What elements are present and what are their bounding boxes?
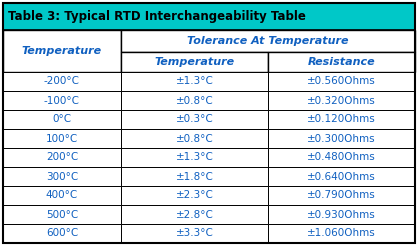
Text: ±0.560Ohms: ±0.560Ohms	[307, 77, 376, 87]
Text: ±0.930Ohms: ±0.930Ohms	[307, 210, 376, 219]
Text: ±2.8°C: ±2.8°C	[176, 210, 214, 219]
Bar	[268, 129, 415, 148]
Bar	[3, 205, 121, 224]
Text: Table 3: Typical RTD Interchangeability Table: Table 3: Typical RTD Interchangeability …	[8, 10, 306, 23]
Bar	[121, 224, 268, 243]
Text: ±0.300Ohms: ±0.300Ohms	[307, 134, 376, 143]
Bar	[3, 148, 121, 167]
Bar	[3, 129, 121, 148]
Bar	[268, 167, 415, 186]
Text: ±0.3°C: ±0.3°C	[176, 114, 213, 124]
Bar	[3, 91, 121, 110]
Bar	[3, 224, 121, 243]
Text: 100°C: 100°C	[46, 134, 78, 143]
Bar	[121, 129, 268, 148]
Bar	[268, 186, 415, 205]
Text: ±0.120Ohms: ±0.120Ohms	[307, 114, 376, 124]
Text: 400°C: 400°C	[46, 190, 78, 200]
Text: 500°C: 500°C	[46, 210, 78, 219]
Text: ±0.790Ohms: ±0.790Ohms	[307, 190, 376, 200]
Bar	[268, 205, 415, 224]
Text: ±3.3°C: ±3.3°C	[176, 229, 214, 239]
Bar	[268, 224, 415, 243]
Bar	[3, 186, 121, 205]
Bar	[121, 167, 268, 186]
Text: ±0.640Ohms: ±0.640Ohms	[307, 171, 376, 182]
Text: 600°C: 600°C	[46, 229, 78, 239]
Text: 300°C: 300°C	[46, 171, 78, 182]
Bar	[121, 52, 268, 72]
Bar	[121, 186, 268, 205]
Text: ±0.8°C: ±0.8°C	[176, 95, 213, 106]
Text: 200°C: 200°C	[46, 153, 78, 163]
Bar	[121, 205, 268, 224]
Text: Resistance: Resistance	[308, 57, 375, 67]
Bar	[268, 110, 415, 129]
Text: Temperature: Temperature	[22, 46, 102, 56]
Bar	[121, 72, 268, 91]
Bar	[268, 148, 415, 167]
Bar	[121, 91, 268, 110]
Bar	[3, 72, 121, 91]
Text: ±1.3°C: ±1.3°C	[176, 153, 214, 163]
Text: ±0.8°C: ±0.8°C	[176, 134, 213, 143]
Bar	[121, 110, 268, 129]
Bar	[3, 167, 121, 186]
Text: Temperature: Temperature	[154, 57, 234, 67]
Bar	[3, 3, 415, 30]
Text: ±1.8°C: ±1.8°C	[176, 171, 214, 182]
Text: -200°C: -200°C	[44, 77, 80, 87]
Bar	[268, 72, 415, 91]
Text: ±2.3°C: ±2.3°C	[176, 190, 214, 200]
Bar	[121, 30, 415, 52]
Bar	[121, 148, 268, 167]
Text: ±0.320Ohms: ±0.320Ohms	[307, 95, 376, 106]
Text: ±1.060Ohms: ±1.060Ohms	[307, 229, 376, 239]
Text: 0°C: 0°C	[52, 114, 71, 124]
Text: -100°C: -100°C	[44, 95, 80, 106]
Text: ±1.3°C: ±1.3°C	[176, 77, 214, 87]
Text: Tolerance At Temperature: Tolerance At Temperature	[187, 36, 349, 46]
Bar	[268, 91, 415, 110]
Bar	[3, 110, 121, 129]
Text: ±0.480Ohms: ±0.480Ohms	[307, 153, 376, 163]
Bar	[3, 30, 121, 72]
Bar	[268, 52, 415, 72]
